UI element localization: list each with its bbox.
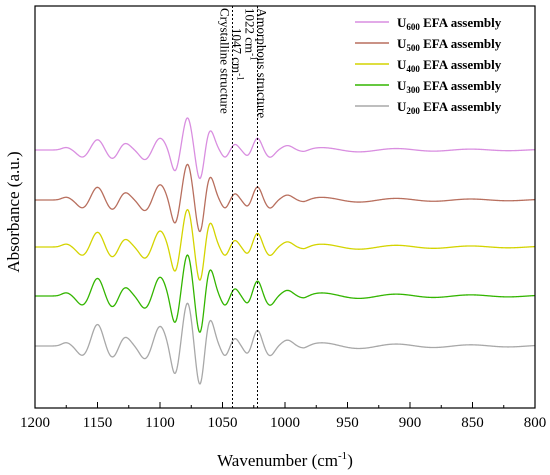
x-tick-label: 1050 xyxy=(208,415,238,431)
legend-label: U500 EFA assembly xyxy=(397,36,502,53)
legend: U600 EFA assembly U500 EFA assembly U400 E… xyxy=(355,15,502,116)
series-line-400 xyxy=(35,208,536,281)
legend-label: U200 EFA assembly xyxy=(397,99,502,116)
x-tick-label: 1100 xyxy=(145,415,174,431)
annotation-line-b: 1047 cm-1 xyxy=(230,28,246,81)
series-line-600 xyxy=(35,117,536,180)
legend-item-300: U300 EFA assembly xyxy=(355,78,502,95)
legend-label: U600 EFA assembly xyxy=(397,15,502,32)
legend-item-600: U600 EFA assembly xyxy=(355,15,502,32)
legend-item-500: U500 EFA assembly xyxy=(355,36,502,53)
series-line-200 xyxy=(35,302,536,385)
y-axis-title: Absorbance (a.u.) xyxy=(4,151,23,272)
x-axis-title: Wavenumber (cm-1) xyxy=(217,450,353,470)
x-tick-label: 900 xyxy=(399,415,422,431)
annotation-line-b: Amorphous structure xyxy=(255,8,270,118)
x-tick-label: 1200 xyxy=(20,415,50,431)
annotation-line-a: 1022 cm-1 xyxy=(243,8,259,61)
series-line-500 xyxy=(35,163,536,233)
legend-item-400: U400 EFA assembly xyxy=(355,57,502,74)
legend-label: U400 EFA assembly xyxy=(397,57,502,74)
annotation-line-a: Crystalline structure xyxy=(218,8,233,114)
x-tick-label: 850 xyxy=(461,415,484,431)
x-tick-label: 800 xyxy=(524,415,547,431)
x-axis-ticks: 1200 1150 1100 1050 1000 950 900 850 800 xyxy=(20,402,546,431)
legend-item-200: U200 EFA assembly xyxy=(355,99,502,116)
spectra-curves xyxy=(35,117,536,385)
legend-label: U300 EFA assembly xyxy=(397,78,502,95)
series-line-300 xyxy=(35,254,536,334)
x-tick-label: 950 xyxy=(336,415,359,431)
x-tick-label: 1000 xyxy=(270,415,300,431)
x-tick-label: 1150 xyxy=(83,415,112,431)
